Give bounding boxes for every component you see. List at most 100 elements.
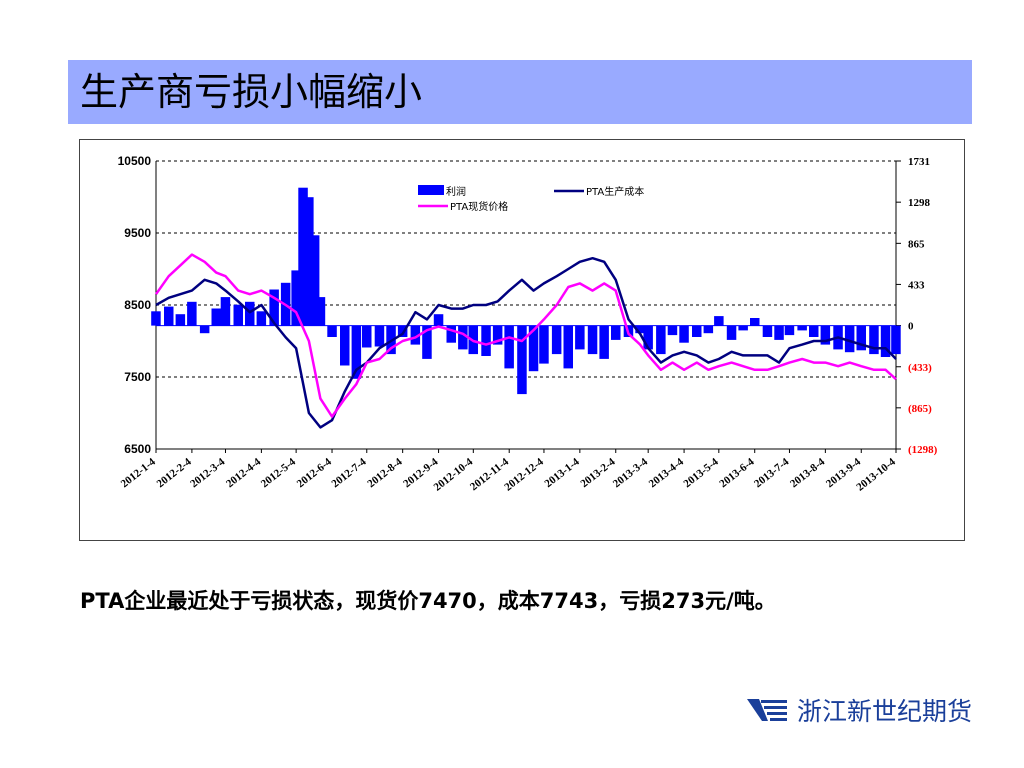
profit-bar (291, 270, 301, 326)
x-tick-label: 2012-5-4 (259, 456, 299, 491)
x-tick-label: 2012-8-4 (365, 456, 405, 491)
brand: 浙江新世纪期货 (746, 692, 972, 728)
profit-bar (738, 325, 748, 331)
profit-bar (599, 325, 609, 359)
title-bar: 生产商亏损小幅缩小 (68, 60, 972, 124)
brand-name: 浙江新世纪期货 (796, 697, 972, 726)
profit-bar (587, 325, 598, 355)
x-tick-label: 2013-10-4 (854, 456, 898, 494)
profit-bar (635, 325, 645, 334)
x-tick-label: 2012-3-4 (188, 456, 228, 491)
x-tick-label: 2012-10-4 (432, 456, 476, 494)
profit-bar (374, 325, 385, 347)
profit-bar (762, 325, 773, 337)
profit-bar (164, 306, 174, 326)
x-tick-label: 2012-2-4 (155, 456, 195, 491)
profit-bar (611, 325, 621, 340)
legend-swatch (418, 185, 444, 195)
profit-bar (504, 325, 514, 369)
profit-bar (309, 235, 320, 326)
right-tick-label: 1298 (908, 197, 931, 209)
profit-bar (656, 325, 666, 355)
x-tick-label: 2013-2-4 (578, 456, 618, 491)
profit-bar (844, 325, 855, 353)
profit-bar (433, 314, 444, 326)
summary-caption: PTA企业最近处于亏损状态，现货价7470，成本7743，亏损273元/吨。 (80, 589, 776, 613)
profit-bar (517, 325, 527, 395)
x-tick-label: 2012-6-4 (295, 456, 335, 491)
x-tick-label: 2013-6-4 (717, 456, 757, 491)
spot-price-line (154, 253, 897, 418)
profit-bar (315, 297, 326, 326)
profit-bar (528, 325, 539, 372)
profit-bar (784, 325, 795, 336)
profit-bar (692, 325, 702, 337)
profit-bar (245, 301, 255, 326)
profit-bar (539, 325, 549, 364)
profit-bar (269, 289, 279, 326)
profit-bar (422, 325, 432, 359)
profit-bar (880, 325, 891, 357)
profit-bar (492, 325, 503, 345)
profit-bar (575, 325, 585, 350)
chart-frame: 10500 9500 8500 7500 6500 1731 1298 865 433 0 (433… (79, 139, 965, 541)
x-tick-label: 2013-3-4 (611, 456, 651, 491)
x-tick-label: 2012-1-4 (119, 456, 159, 491)
profit-bar (446, 325, 456, 343)
right-tick-label: (865) (908, 403, 932, 415)
chart: 10500 9500 8500 7500 6500 1731 1298 865 433 0 (433… (118, 154, 938, 494)
x-tick-label: 2013-5-4 (681, 456, 721, 491)
left-tick-label: 6500 (124, 442, 151, 456)
right-tick-label: 0 (908, 321, 914, 333)
profit-bar (481, 325, 491, 356)
profit-bar (187, 301, 197, 326)
right-tick-label: (433) (908, 362, 932, 374)
profit-bar (643, 325, 653, 350)
profit-bar (233, 304, 243, 326)
profit-bar (856, 325, 866, 351)
profit-bar (199, 325, 210, 334)
profit-bar (551, 325, 562, 355)
right-tick-label: 865 (908, 238, 925, 250)
profit-bar (410, 325, 421, 345)
profit-bar (362, 325, 372, 348)
profit-bar (298, 187, 308, 326)
right-tick-label: 433 (908, 279, 925, 291)
x-tick-label: 2013-8-4 (788, 456, 828, 491)
profit-bar (256, 311, 267, 326)
profit-bar (211, 308, 221, 326)
profit-bar (797, 325, 807, 331)
profit-bar (563, 325, 573, 369)
profit-bar (340, 325, 350, 366)
profit-bar (175, 314, 186, 326)
left-tick-label: 7500 (124, 370, 151, 384)
left-tick-label: 10500 (118, 154, 152, 168)
x-tick-label: 2013-7-4 (752, 456, 792, 491)
profit-bar (327, 325, 337, 337)
profit-bar (397, 325, 408, 337)
x-tick-label: 2012-7-4 (329, 456, 369, 491)
right-tick-label: 1731 (908, 156, 930, 168)
profit-bar (304, 197, 314, 326)
profit-bar (714, 316, 724, 326)
x-tick-label: 2012-4-4 (224, 456, 264, 491)
profit-bar (750, 318, 760, 326)
legend-label: PTA生产成本 (586, 185, 644, 198)
profit-bar (820, 325, 831, 345)
left-tick-label: 9500 (124, 226, 151, 240)
profit-bar (458, 325, 468, 350)
legend-label: 利润 (446, 185, 466, 198)
profit-bar (679, 325, 689, 343)
x-tick-label: 2013-1-4 (543, 456, 583, 491)
profit-bar (667, 325, 678, 336)
profit-bar (809, 325, 819, 337)
profit-bar (726, 325, 737, 340)
profit-bar (703, 325, 714, 334)
profit-bar (351, 325, 362, 379)
profit-bar (151, 311, 161, 326)
x-tick-label: 2013-4-4 (647, 456, 687, 491)
brand-logo-icon (746, 699, 787, 721)
right-tick-label: (1298) (908, 444, 938, 456)
profit-bar (220, 297, 231, 326)
profit-bar (869, 325, 879, 355)
